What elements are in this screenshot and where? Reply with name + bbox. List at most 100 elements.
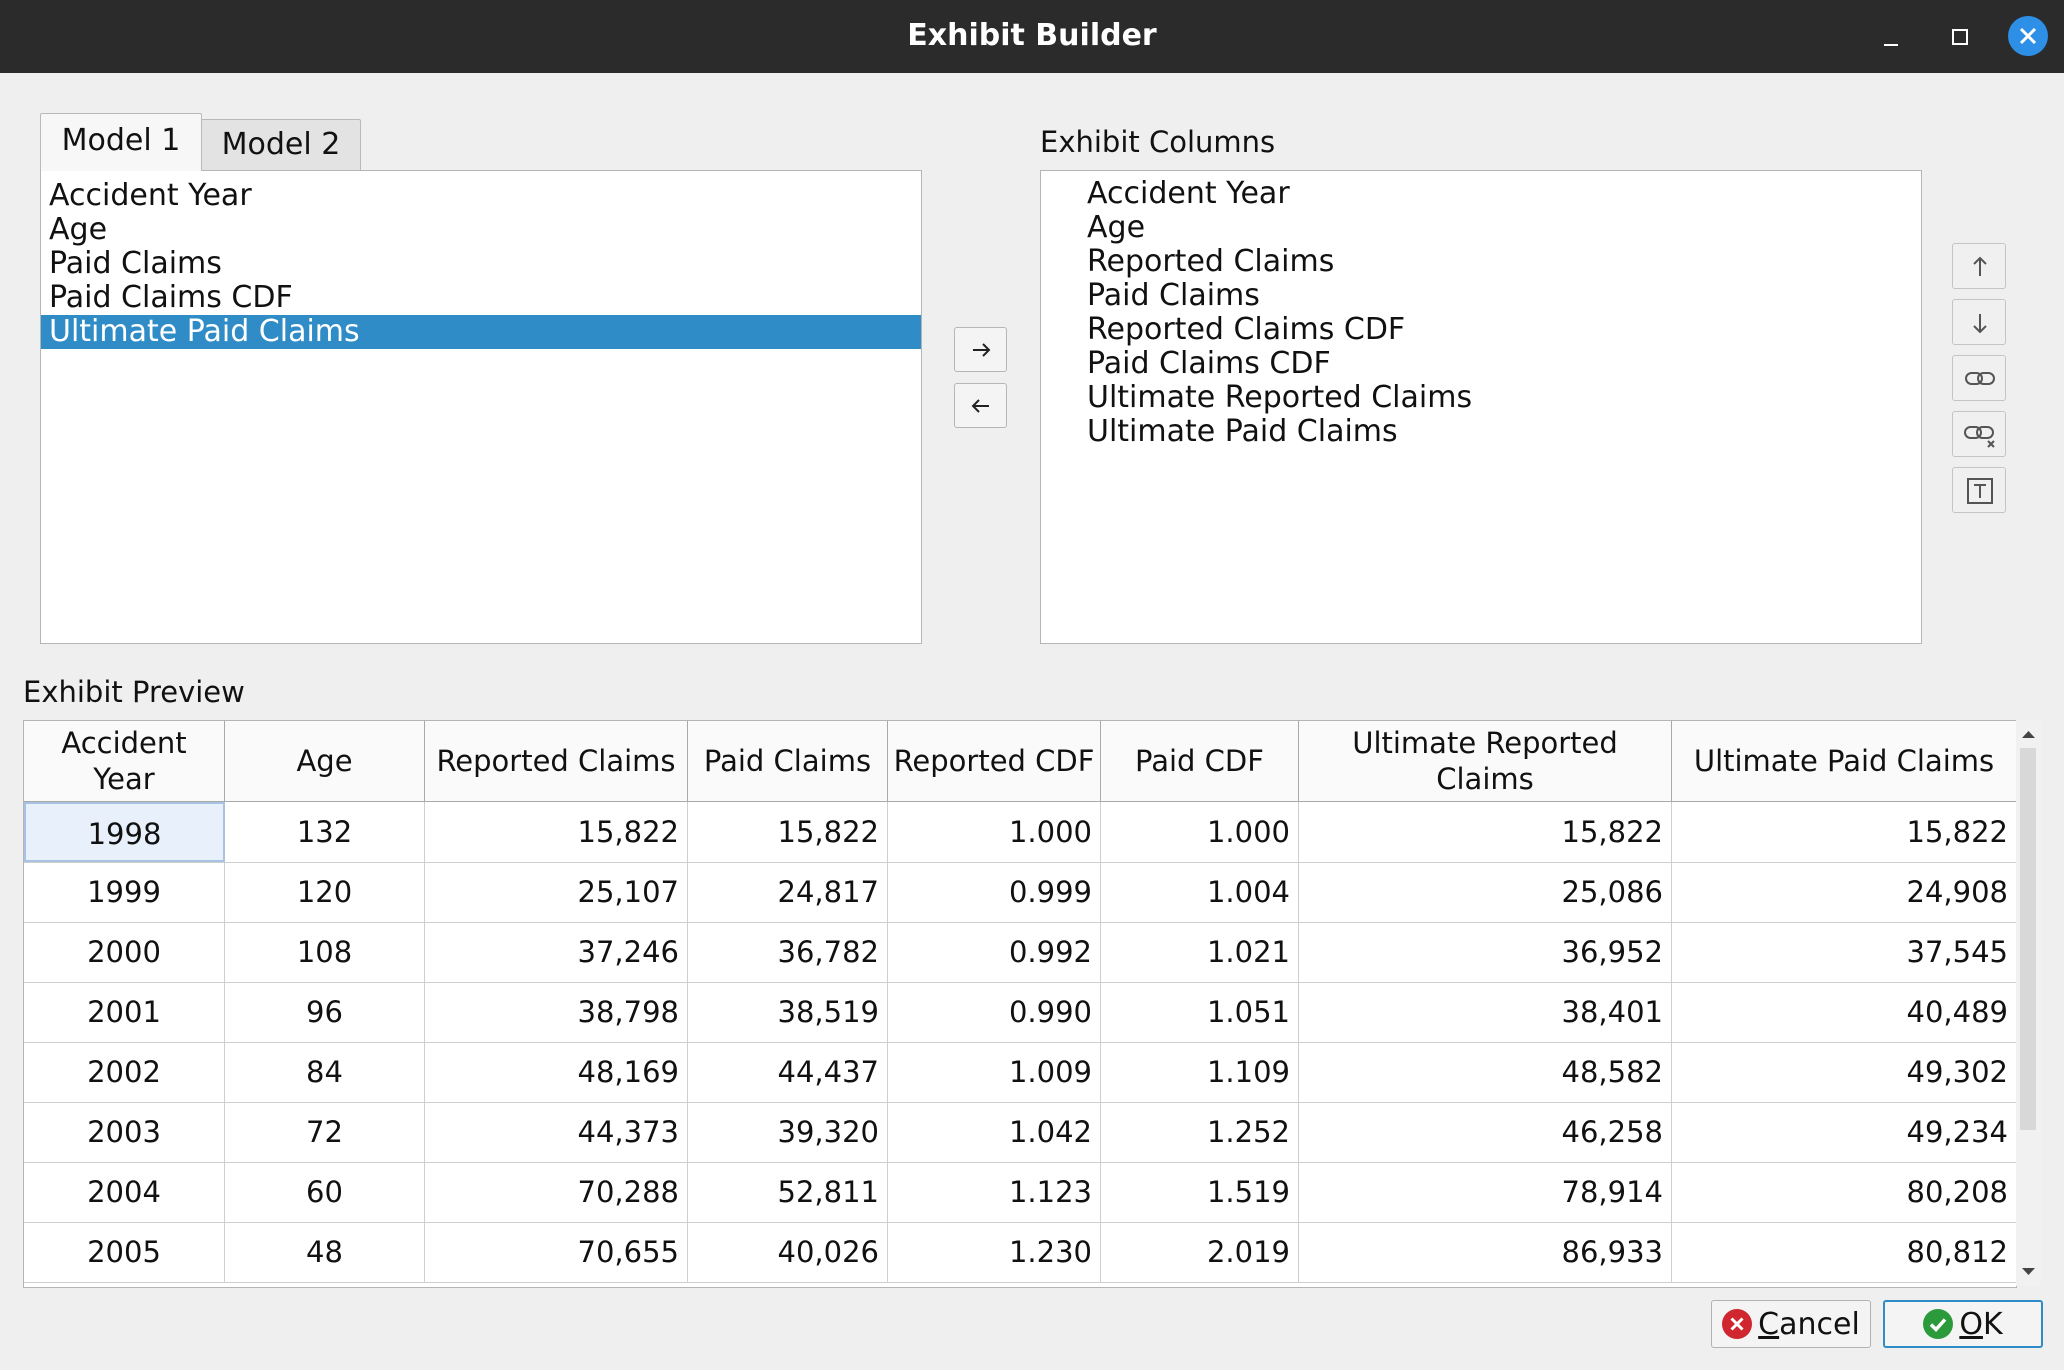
table-cell[interactable]: 37,246 [425,922,688,982]
move-up-button[interactable] [1952,243,2006,289]
table-cell[interactable]: 86,933 [1299,1222,1672,1282]
list-item[interactable]: Age [49,212,108,247]
table-cell[interactable]: 78,914 [1299,1162,1672,1222]
column-header-ultimate-reported-claims[interactable]: Ultimate Reported Claims [1299,721,1672,801]
table-cell[interactable]: 15,822 [688,802,888,862]
table-cell[interactable]: 96 [225,982,425,1042]
table-cell[interactable]: 15,822 [1299,802,1672,862]
tab-model-2[interactable]: Model 2 [201,119,361,170]
table-cell[interactable]: 38,519 [688,982,888,1042]
table-cell[interactable]: 15,822 [425,802,688,862]
table-cell[interactable]: 40,026 [688,1222,888,1282]
table-cell[interactable]: 84 [225,1042,425,1102]
table-cell[interactable]: 132 [225,802,425,862]
column-header-reported-cdf[interactable]: Reported CDF [888,721,1101,801]
add-column-button[interactable] [954,327,1007,372]
table-cell[interactable]: 38,798 [425,982,688,1042]
column-header-paid-cdf[interactable]: Paid CDF [1101,721,1299,801]
table-cell[interactable]: 1.252 [1101,1102,1299,1162]
table-cell[interactable]: 36,782 [688,922,888,982]
table-cell[interactable]: 2002 [24,1042,225,1102]
table-cell[interactable]: 25,086 [1299,862,1672,922]
table-cell[interactable]: 0.990 [888,982,1101,1042]
tab-model-1[interactable]: Model 1 [40,113,202,171]
table-cell[interactable]: 15,822 [1906,815,2008,849]
table-cell[interactable]: 38,401 [1299,982,1672,1042]
table-cell[interactable]: 49,234 [1906,1115,2008,1149]
table-cell[interactable]: 49,302 [1906,1055,2008,1089]
table-cell[interactable]: 1998 [24,802,225,862]
unlink-columns-button[interactable] [1952,411,2006,457]
preview-scrollbar[interactable] [2016,720,2041,1286]
scroll-down-icon[interactable] [2016,1262,2041,1282]
table-cell[interactable]: 2004 [24,1162,225,1222]
table-cell[interactable]: 72 [225,1102,425,1162]
table-cell[interactable]: 1.519 [1101,1162,1299,1222]
table-cell[interactable]: 108 [225,922,425,982]
table-cell[interactable]: 70,288 [425,1162,688,1222]
list-item[interactable]: Accident Year [49,178,252,213]
table-cell[interactable]: 1.021 [1101,922,1299,982]
scroll-up-icon[interactable] [2016,724,2041,744]
table-cell[interactable]: 25,107 [425,862,688,922]
table-row[interactable]: 2001 96 38,798 38,519 0.990 1.051 38,401 40,489 [24,982,2016,1043]
table-cell[interactable]: 80,208 [1906,1175,2008,1209]
table-cell[interactable]: 44,437 [688,1042,888,1102]
table-row[interactable]: 2005 48 70,655 40,026 1.230 2.019 86,933 80,812 [24,1222,2016,1283]
table-cell[interactable]: 1.051 [1101,982,1299,1042]
table-cell[interactable]: 39,320 [688,1102,888,1162]
list-item[interactable]: Ultimate Reported Claims [1087,380,1473,415]
table-row[interactable]: 2000 108 37,246 36,782 0.992 1.021 36,952 37,54… [24,922,2016,983]
table-cell[interactable]: 52,811 [688,1162,888,1222]
list-item[interactable]: Paid Claims CDF [49,280,293,315]
model-fields-list[interactable]: Accident Year Age Paid Claims Paid Claim… [40,170,922,644]
column-header-accident-year[interactable]: Accident Year [24,721,225,801]
exhibit-preview-table[interactable]: Accident Year Age Reported Claims Paid C… [23,720,2017,1288]
table-row[interactable]: 1998 132 15,822 15,822 1.000 1.000 15,822 15,82… [24,802,2016,863]
table-cell[interactable]: 1.000 [888,802,1101,862]
column-header-reported-claims[interactable]: Reported Claims [425,721,688,801]
cancel-button[interactable]: Cancel [1711,1300,1871,1348]
list-item-selected[interactable]: Ultimate Paid Claims [41,315,921,349]
link-columns-button[interactable] [1952,355,2006,401]
table-cell[interactable]: 0.992 [888,922,1101,982]
table-cell[interactable]: 48,169 [425,1042,688,1102]
list-item[interactable]: Age [1087,210,1146,245]
table-cell[interactable]: 24,817 [688,862,888,922]
table-cell[interactable]: 1.042 [888,1102,1101,1162]
table-cell[interactable]: 1999 [24,862,225,922]
table-cell[interactable]: 0.999 [888,862,1101,922]
exhibit-columns-list[interactable]: Accident Year Age Reported Claims Paid C… [1040,170,1922,644]
table-cell[interactable]: 2000 [24,922,225,982]
list-item[interactable]: Ultimate Paid Claims [1087,414,1398,449]
list-item[interactable]: Paid Claims [1087,278,1260,313]
table-cell[interactable]: 120 [225,862,425,922]
maximize-icon[interactable] [1937,14,1983,60]
list-item[interactable]: Paid Claims [49,246,222,281]
ok-button[interactable]: OK [1883,1300,2043,1348]
table-cell[interactable]: 60 [225,1162,425,1222]
table-cell[interactable]: 1.123 [888,1162,1101,1222]
table-cell[interactable]: 1.230 [888,1222,1101,1282]
table-cell[interactable]: 48,582 [1299,1042,1672,1102]
table-row[interactable]: 2003 72 44,373 39,320 1.042 1.252 46,258 49,234 [24,1102,2016,1163]
table-cell[interactable]: 70,655 [425,1222,688,1282]
table-cell[interactable]: 24,908 [1906,875,2008,909]
edit-text-button[interactable] [1952,467,2006,513]
column-header-ultimate-paid-claims[interactable]: Ultimate Paid Claims [1693,744,1995,778]
list-item[interactable]: Accident Year [1087,176,1290,211]
table-cell[interactable]: 1.000 [1101,802,1299,862]
table-cell[interactable]: 2003 [24,1102,225,1162]
table-row[interactable]: 2002 84 48,169 44,437 1.009 1.109 48,582 49,302 [24,1042,2016,1103]
table-cell[interactable]: 2001 [24,982,225,1042]
table-cell[interactable]: 2.019 [1101,1222,1299,1282]
list-item[interactable]: Reported Claims [1087,244,1335,279]
table-cell[interactable]: 37,545 [1906,935,2008,969]
close-icon[interactable] [2008,16,2048,56]
remove-column-button[interactable] [954,383,1007,428]
table-cell[interactable]: 1.004 [1101,862,1299,922]
column-header-age[interactable]: Age [225,721,425,801]
table-cell[interactable]: 40,489 [1906,995,2008,1029]
table-row[interactable]: 2004 60 70,288 52,811 1.123 1.519 78,914 80,208 [24,1162,2016,1223]
table-cell[interactable]: 2005 [24,1222,225,1282]
